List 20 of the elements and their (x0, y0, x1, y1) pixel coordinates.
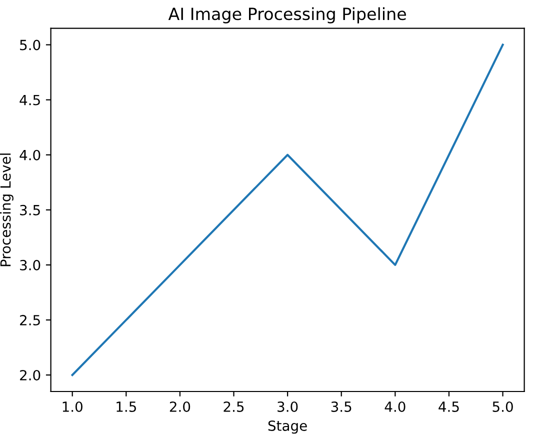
y-axis-title: Processing Level (0, 154, 14, 266)
x-tick-label: 4.5 (438, 402, 459, 412)
x-axis-title: Stage (268, 420, 307, 434)
y-tick-label: 4.5 (20, 94, 40, 106)
x-tick-label: 3.5 (331, 401, 352, 412)
chart-title: AI Image Processing Pipeline (168, 7, 406, 24)
y-tick-label: 3.5 (20, 204, 40, 216)
y-tick-label: 5.0 (20, 40, 40, 50)
y-tick-label: 3.0 (20, 260, 40, 270)
line-series (71, 44, 504, 376)
y-tick-label: 4.0 (20, 150, 40, 160)
x-tick-label: 5.0 (492, 401, 513, 412)
x-tick-label: 2.0 (170, 401, 190, 412)
x-tick-label: 4.0 (384, 401, 406, 412)
x-tick-label: 1.5 (116, 402, 136, 412)
x-tick-label: 2.5 (224, 401, 244, 412)
y-tick-label: 2.5 (20, 314, 40, 326)
x-tick-label: 3.0 (278, 401, 298, 412)
y-tick-label: 2.0 (20, 370, 40, 380)
x-tick-label: 1.0 (62, 401, 82, 412)
